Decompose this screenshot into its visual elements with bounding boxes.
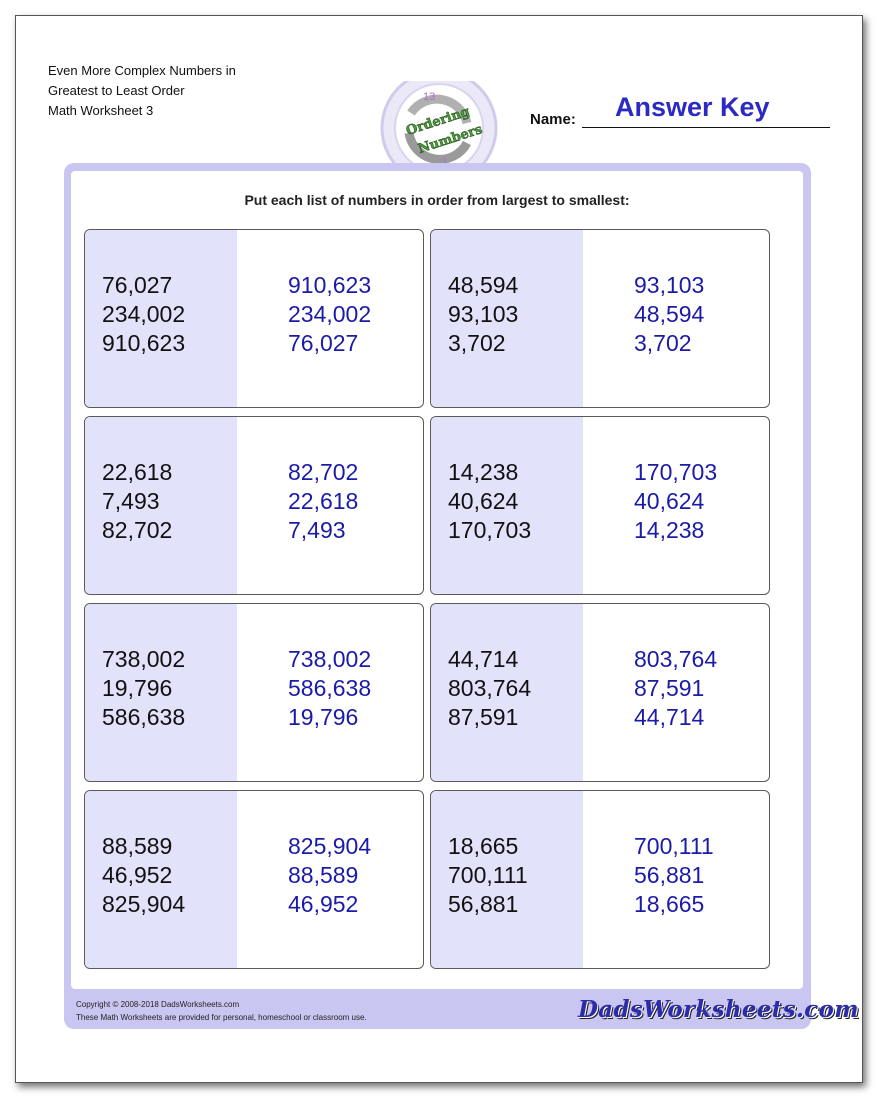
title-line-1: Even More Complex Numbers in (48, 63, 236, 78)
given-list-shade (85, 604, 237, 781)
copyright-text: Copyright © 2008-2018 DadsWorksheets.com (76, 1000, 240, 1009)
answer-number-list: 700,111 56,881 18,665 (634, 832, 714, 919)
logo-number-top: 13 (423, 91, 435, 103)
answer-number: 738,002 (288, 646, 372, 672)
given-number-list: 88,589 46,952 825,904 (102, 832, 185, 919)
footer-copyright-block: Copyright © 2008-2018 DadsWorksheets.com… (76, 998, 367, 1024)
given-number: 700,111 (448, 862, 528, 888)
problem-card: 44,714 803,764 87,591 803,764 87,591 44,714 (430, 603, 770, 782)
answer-key-label: Answer Key (615, 92, 770, 122)
given-number-list: 76,027 234,002 910,623 (102, 271, 185, 358)
answer-number-list: 803,764 87,591 44,714 (634, 645, 717, 732)
given-number: 40,624 (448, 488, 519, 514)
instructions: Put each list of numbers in order from l… (244, 192, 630, 208)
answer-number: 40,624 (634, 488, 705, 514)
answer-number: 48,594 (634, 301, 705, 327)
answer-number: 825,904 (288, 833, 372, 859)
answer-number: 93,103 (634, 272, 705, 298)
answer-number-list: 93,103 48,594 3,702 (634, 271, 704, 358)
given-number: 48,594 (448, 272, 519, 298)
given-number: 44,714 (448, 646, 519, 672)
given-number: 14,238 (448, 459, 519, 485)
given-number: 22,618 (102, 459, 173, 485)
given-number: 87,591 (448, 704, 519, 730)
answer-number: 56,881 (634, 862, 705, 888)
answer-number: 19,796 (288, 704, 359, 730)
given-list-shade (431, 230, 583, 407)
answer-number: 234,002 (288, 301, 372, 327)
answer-number: 910,623 (288, 272, 372, 298)
problem-card: 22,618 7,493 82,702 82,702 22,618 7,493 (84, 416, 424, 595)
answer-number: 87,591 (634, 675, 705, 701)
given-number-list: 48,594 93,103 3,702 (448, 271, 518, 358)
given-number: 82,702 (102, 517, 173, 543)
problem-card: 48,594 93,103 3,702 93,103 48,594 3,702 (430, 229, 770, 408)
given-number: 18,665 (448, 833, 519, 859)
given-number-list: 14,238 40,624 170,703 (448, 458, 531, 545)
answer-number: 803,764 (634, 646, 718, 672)
answer-number: 586,638 (288, 675, 372, 701)
given-number: 56,881 (448, 891, 519, 917)
answer-number: 76,027 (288, 330, 359, 356)
answer-number: 44,714 (634, 704, 705, 730)
given-number: 46,952 (102, 862, 173, 888)
name-line (582, 127, 830, 128)
problem-card: 14,238 40,624 170,703 170,703 40,624 14,238 (430, 416, 770, 595)
given-number: 19,796 (102, 675, 173, 701)
problem-card: 88,589 46,952 825,904 825,904 88,589 46,952 (84, 790, 424, 969)
given-number: 803,764 (448, 675, 532, 701)
answer-number: 22,618 (288, 488, 359, 514)
answer-number: 3,702 (634, 330, 692, 356)
given-number: 76,027 (102, 272, 173, 298)
given-number: 586,638 (102, 704, 186, 730)
given-number: 738,002 (102, 646, 186, 672)
usage-notice: These Math Worksheets are provided for p… (76, 1013, 367, 1022)
title-line-3: Math Worksheet 3 (48, 103, 154, 118)
name-label: Name: (530, 111, 576, 128)
problem-card: 76,027 234,002 910,623 910,623 234,002 76,027 (84, 229, 424, 408)
answer-number: 170,703 (634, 459, 718, 485)
answer-number-list: 82,702 22,618 7,493 (288, 458, 358, 545)
answer-number: 14,238 (634, 517, 705, 543)
given-list-shade (431, 791, 583, 968)
dadsworksheets-logo: DadsWorksheets.com (578, 996, 859, 1023)
given-number-list: 44,714 803,764 87,591 (448, 645, 531, 732)
answer-number-list: 910,623 234,002 76,027 (288, 271, 371, 358)
given-list-shade (85, 230, 237, 407)
problem-card: 18,665 700,111 56,881 700,111 56,881 18,665 (430, 790, 770, 969)
given-number-list: 738,002 19,796 586,638 (102, 645, 185, 732)
given-list-shade (85, 791, 237, 968)
given-number: 93,103 (448, 301, 519, 327)
given-number: 3,702 (448, 330, 506, 356)
answer-number: 82,702 (288, 459, 359, 485)
answer-number: 7,493 (288, 517, 346, 543)
answer-number: 18,665 (634, 891, 705, 917)
answer-number-list: 170,703 40,624 14,238 (634, 458, 717, 545)
given-number: 234,002 (102, 301, 186, 327)
given-number-list: 18,665 700,111 56,881 (448, 832, 528, 919)
ordering-numbers-logo: 13 Ordering Numbers 7 (380, 81, 498, 177)
given-list-shade (431, 604, 583, 781)
answer-number-list: 825,904 88,589 46,952 (288, 832, 371, 919)
title-line-2: Greatest to Least Order (48, 83, 185, 98)
given-list-shade (85, 417, 237, 594)
given-number: 88,589 (102, 833, 173, 859)
problem-card: 738,002 19,796 586,638 738,002 586,638 19,796 (84, 603, 424, 782)
given-number: 825,904 (102, 891, 186, 917)
given-number: 910,623 (102, 330, 186, 356)
answer-number: 46,952 (288, 891, 359, 917)
answer-number-list: 738,002 586,638 19,796 (288, 645, 371, 732)
given-number-list: 22,618 7,493 82,702 (102, 458, 172, 545)
given-list-shade (431, 417, 583, 594)
given-number: 7,493 (102, 488, 160, 514)
answer-number: 88,589 (288, 862, 359, 888)
answer-number: 700,111 (634, 833, 714, 859)
given-number: 170,703 (448, 517, 532, 543)
worksheet-title: Even More Complex Numbers in Greatest to… (48, 61, 236, 121)
